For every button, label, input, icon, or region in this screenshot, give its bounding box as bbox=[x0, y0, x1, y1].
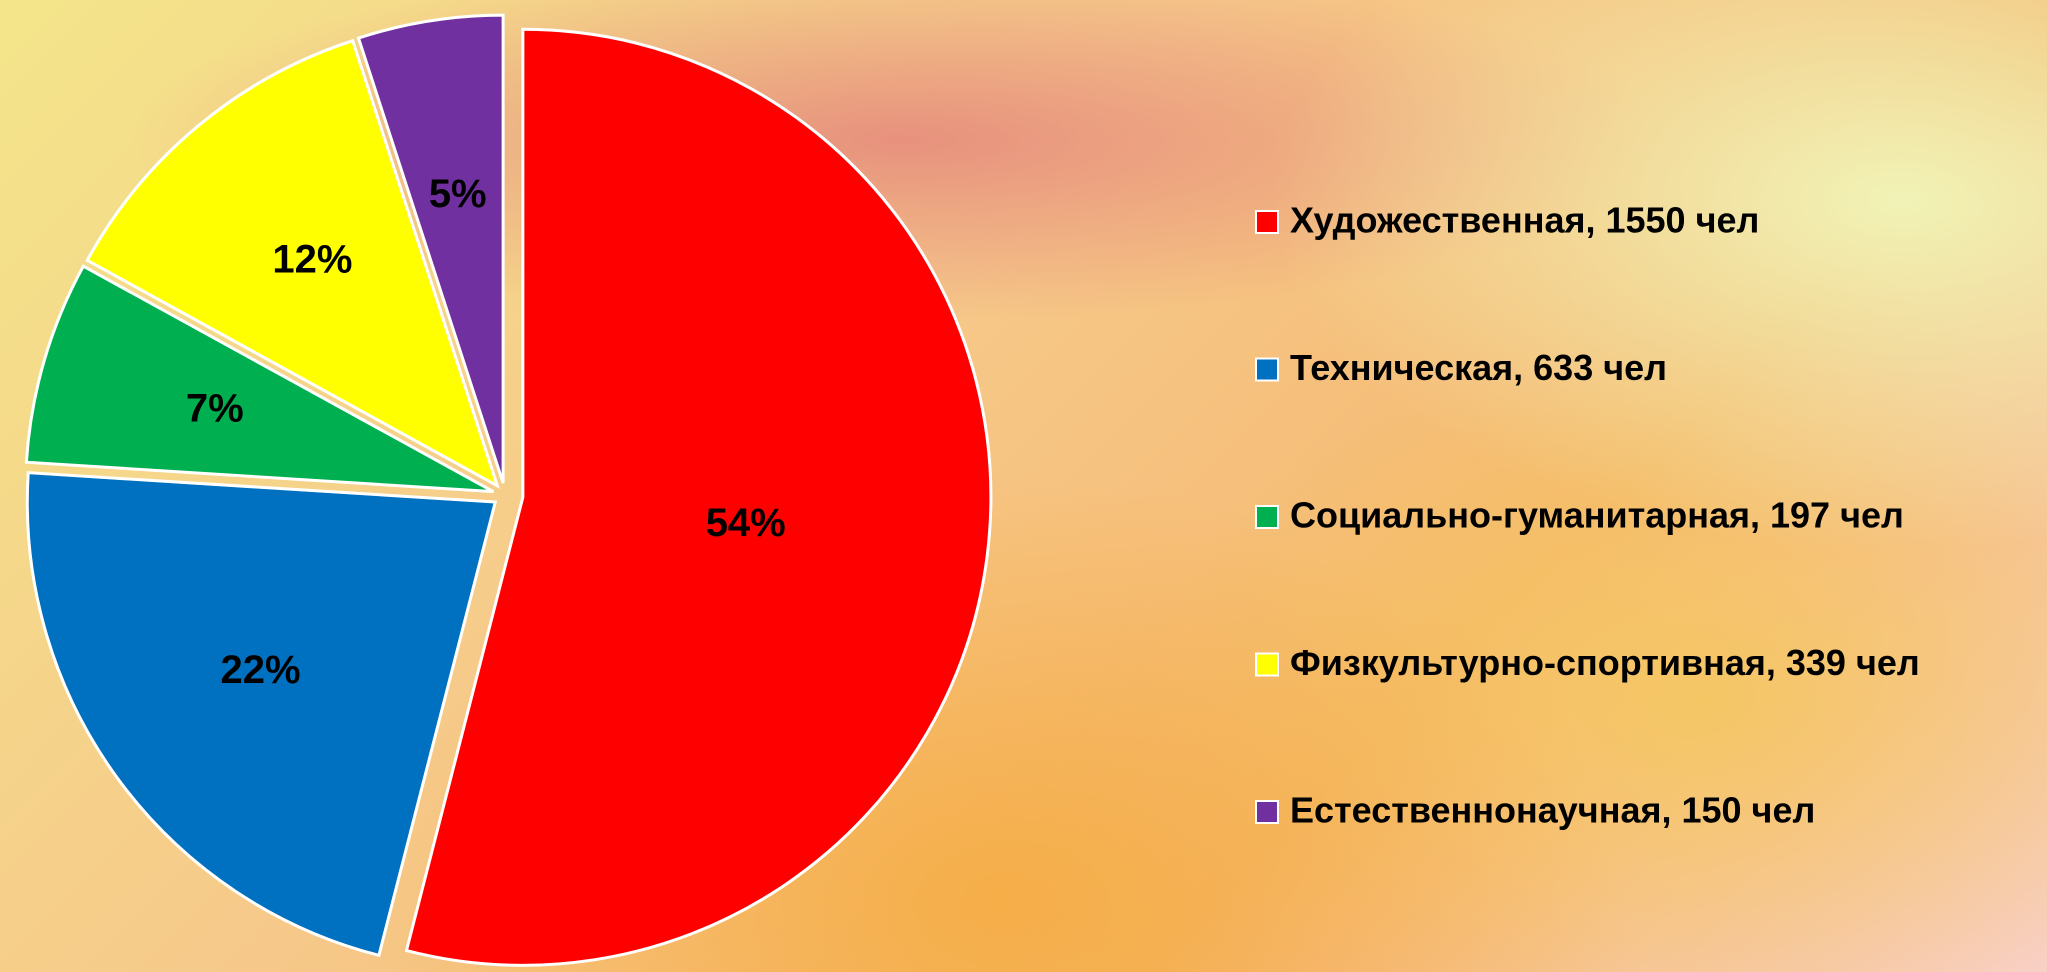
data-label: 7% bbox=[186, 386, 244, 430]
legend-label: Художественная, 1550 чел bbox=[1290, 200, 1759, 241]
legend-label: Физкультурно-спортивная, 339 чел bbox=[1290, 642, 1920, 683]
pie-slice bbox=[85, 38, 500, 489]
legend-swatch bbox=[1255, 800, 1279, 824]
pie-slice bbox=[24, 264, 495, 494]
legend-swatch bbox=[1255, 210, 1279, 234]
legend-label: Социально-гуманитарная, 197 чел bbox=[1290, 495, 1904, 536]
data-label: 5% bbox=[429, 172, 487, 216]
legend-label: Естественнонаучная, 150 чел bbox=[1290, 790, 1815, 831]
legend-swatch bbox=[1255, 505, 1279, 529]
legend-swatch bbox=[1255, 357, 1279, 382]
data-label: 54% bbox=[706, 501, 786, 545]
pie-slice bbox=[25, 471, 498, 958]
pie-slice bbox=[404, 27, 993, 967]
pie-slice bbox=[356, 13, 505, 484]
data-label: 22% bbox=[221, 648, 301, 692]
legend-swatch bbox=[1255, 652, 1279, 677]
data-label: 12% bbox=[272, 238, 352, 282]
legend-label: Техническая, 633 чел bbox=[1290, 347, 1667, 388]
